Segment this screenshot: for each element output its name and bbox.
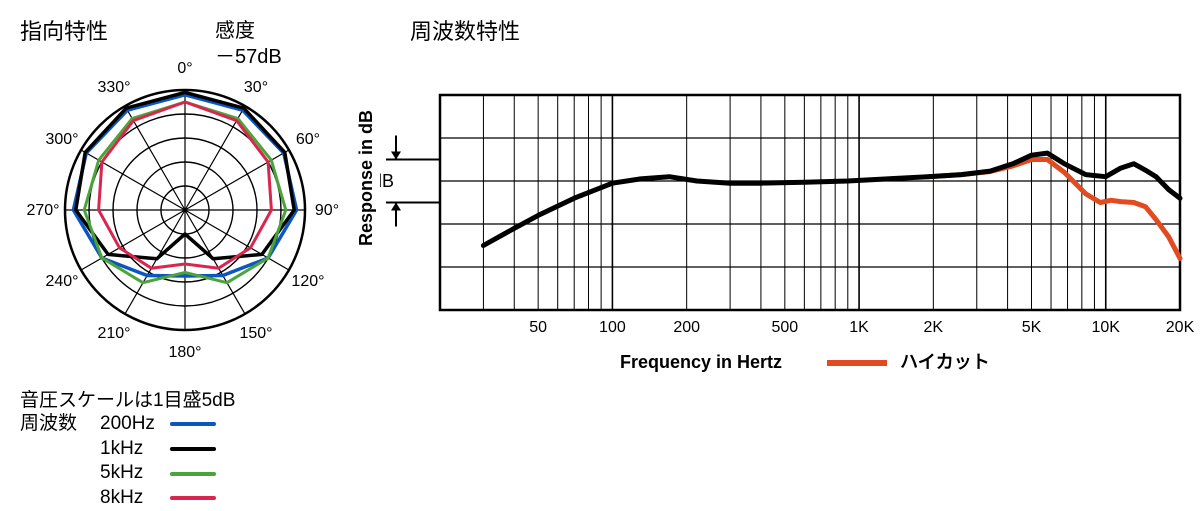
legend-swatch-8khz — [170, 496, 216, 500]
svg-text:210°: 210° — [97, 325, 130, 342]
legend-freq-label: 周波数 — [20, 412, 90, 437]
svg-text:270°: 270° — [26, 202, 59, 219]
svg-text:300°: 300° — [45, 131, 78, 148]
svg-text:20K: 20K — [1166, 319, 1195, 336]
svg-text:50: 50 — [529, 319, 547, 336]
page-root: 指向特性 感度 －57dB 0°30°60°90°120°150°180°210… — [0, 0, 1200, 510]
svg-text:240°: 240° — [45, 273, 78, 290]
legend-row-5k: 5kHz — [20, 461, 216, 486]
svg-text:30°: 30° — [244, 79, 268, 96]
svg-text:150°: 150° — [239, 325, 272, 342]
svg-text:10K: 10K — [1092, 319, 1121, 336]
svg-text:200: 200 — [673, 319, 700, 336]
legend-row-1k: 1kHz — [20, 437, 216, 462]
legend-swatch-5khz — [170, 472, 216, 476]
svg-text:120°: 120° — [291, 273, 324, 290]
svg-text:1K: 1K — [849, 319, 869, 336]
legend-swatch-1khz — [170, 447, 216, 451]
polar-legend: 周波数 200Hz 1kHz 5kHz 8kHz — [20, 412, 216, 511]
hicut-swatch — [827, 360, 887, 366]
svg-text:100: 100 — [599, 319, 626, 336]
svg-text:180°: 180° — [168, 344, 201, 361]
legend-row-freq-label: 周波数 200Hz — [20, 412, 216, 437]
x-axis-label-text: Frequency in Hertz — [620, 352, 782, 372]
svg-text:10dB: 10dB — [380, 171, 394, 191]
svg-text:2K: 2K — [924, 319, 944, 336]
polar-scale-note: 音圧スケールは1目盛5dB — [20, 385, 235, 412]
legend-swatch-200hz — [170, 422, 216, 426]
svg-text:60°: 60° — [296, 131, 320, 148]
polar-chart: 0° 30° 60° 90° 120° 150° 180° 210° 240° 270° 300° 3… — [0, 40, 380, 420]
legend-row-8k: 8kHz — [20, 486, 216, 511]
svg-text:5K: 5K — [1022, 319, 1042, 336]
legend-200hz-label: 200Hz — [100, 412, 160, 437]
svg-text:500: 500 — [771, 319, 798, 336]
legend-1khz-label: 1kHz — [100, 437, 160, 462]
svg-text:0°: 0° — [177, 60, 192, 77]
sensitivity-label: 感度 — [215, 14, 255, 43]
svg-text:330°: 330° — [97, 79, 130, 96]
hicut-label: ハイカット — [900, 352, 990, 372]
legend-5khz-label: 5kHz — [100, 461, 160, 486]
x-axis-label: Frequency in Hertz ハイカット — [620, 348, 990, 374]
y-axis-label: Response in dB — [356, 110, 377, 246]
svg-text:90°: 90° — [315, 202, 339, 219]
legend-8khz-label: 8kHz — [100, 486, 160, 511]
